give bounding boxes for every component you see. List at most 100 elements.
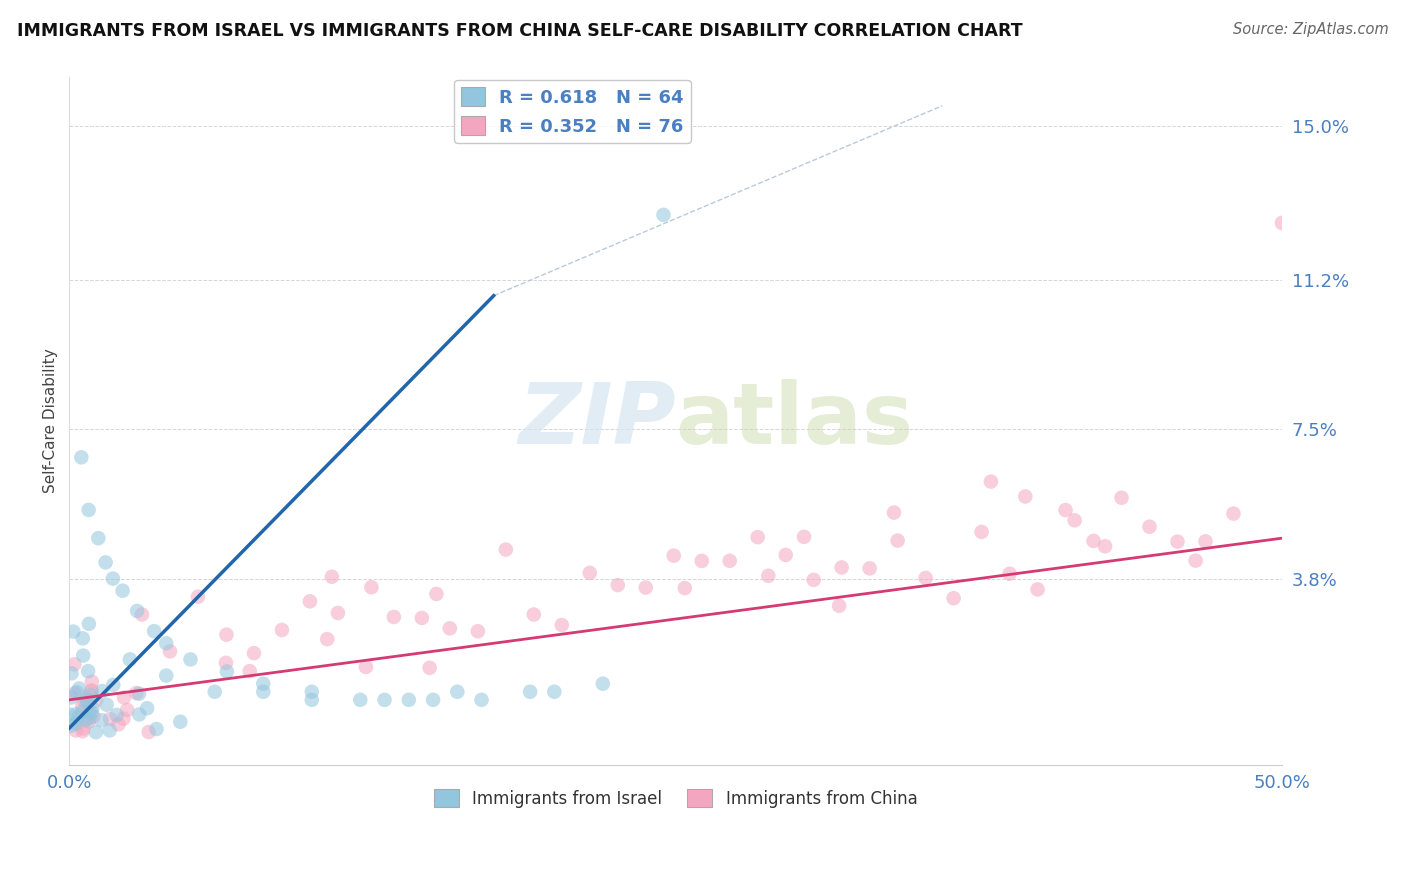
- Point: [718, 554, 741, 568]
- Point: [998, 566, 1021, 581]
- Point: [73, 694, 96, 708]
- Point: [84, 693, 107, 707]
- Point: [77, 714, 100, 729]
- Point: [179, 652, 201, 666]
- Point: [239, 664, 262, 678]
- Point: [80, 683, 103, 698]
- Point: [301, 685, 323, 699]
- Text: atlas: atlas: [676, 379, 914, 462]
- Point: [747, 530, 769, 544]
- Point: [70, 450, 93, 465]
- Point: [125, 686, 148, 700]
- Point: [96, 698, 118, 712]
- Point: [155, 636, 177, 650]
- Text: ZIP: ZIP: [517, 379, 676, 462]
- Point: [127, 604, 149, 618]
- Point: [243, 646, 266, 660]
- Point: [301, 693, 323, 707]
- Point: [63, 657, 86, 672]
- Point: [82, 701, 104, 715]
- Point: [439, 621, 461, 635]
- Point: [411, 611, 433, 625]
- Legend: Immigrants from Israel, Immigrants from China: Immigrants from Israel, Immigrants from …: [427, 782, 924, 814]
- Point: [65, 707, 87, 722]
- Point: [136, 701, 159, 715]
- Point: [1094, 539, 1116, 553]
- Point: [1271, 216, 1294, 230]
- Point: [215, 656, 238, 670]
- Point: [76, 692, 98, 706]
- Point: [60, 690, 83, 705]
- Text: Source: ZipAtlas.com: Source: ZipAtlas.com: [1233, 22, 1389, 37]
- Point: [543, 685, 565, 699]
- Point: [673, 581, 696, 595]
- Point: [215, 628, 238, 642]
- Point: [326, 606, 349, 620]
- Point: [118, 652, 141, 666]
- Point: [1166, 534, 1188, 549]
- Point: [91, 684, 114, 698]
- Point: [75, 713, 97, 727]
- Point: [112, 690, 135, 705]
- Point: [360, 580, 382, 594]
- Point: [1014, 490, 1036, 504]
- Point: [80, 684, 103, 698]
- Point: [756, 569, 779, 583]
- Point: [187, 590, 209, 604]
- Point: [831, 560, 853, 574]
- Point: [471, 693, 494, 707]
- Point: [419, 661, 441, 675]
- Point: [467, 624, 489, 639]
- Point: [145, 722, 167, 736]
- Point: [76, 696, 98, 710]
- Point: [523, 607, 546, 622]
- Point: [159, 644, 181, 658]
- Point: [72, 648, 94, 663]
- Point: [67, 710, 90, 724]
- Point: [80, 674, 103, 689]
- Point: [690, 554, 713, 568]
- Point: [942, 591, 965, 606]
- Point: [77, 616, 100, 631]
- Point: [70, 699, 93, 714]
- Point: [112, 712, 135, 726]
- Point: [84, 725, 107, 739]
- Point: [72, 722, 94, 736]
- Point: [354, 660, 377, 674]
- Point: [103, 678, 125, 692]
- Point: [215, 665, 238, 679]
- Point: [828, 599, 851, 613]
- Point: [155, 668, 177, 682]
- Point: [143, 624, 166, 639]
- Point: [72, 724, 94, 739]
- Point: [859, 561, 882, 575]
- Point: [1063, 513, 1085, 527]
- Point: [65, 716, 87, 731]
- Point: [115, 703, 138, 717]
- Point: [662, 549, 685, 563]
- Point: [578, 566, 600, 580]
- Point: [131, 607, 153, 622]
- Point: [271, 623, 294, 637]
- Point: [980, 475, 1002, 489]
- Point: [398, 693, 420, 707]
- Point: [1139, 519, 1161, 533]
- Point: [252, 676, 274, 690]
- Point: [422, 693, 444, 707]
- Point: [1184, 554, 1206, 568]
- Point: [80, 706, 103, 720]
- Point: [1026, 582, 1049, 597]
- Point: [107, 717, 129, 731]
- Y-axis label: Self-Care Disability: Self-Care Disability: [44, 349, 58, 493]
- Point: [111, 583, 134, 598]
- Point: [79, 706, 101, 720]
- Point: [316, 632, 339, 647]
- Point: [803, 573, 825, 587]
- Point: [1194, 534, 1216, 549]
- Point: [349, 693, 371, 707]
- Point: [551, 618, 574, 632]
- Point: [775, 548, 797, 562]
- Point: [128, 687, 150, 701]
- Point: [252, 685, 274, 699]
- Point: [77, 664, 100, 678]
